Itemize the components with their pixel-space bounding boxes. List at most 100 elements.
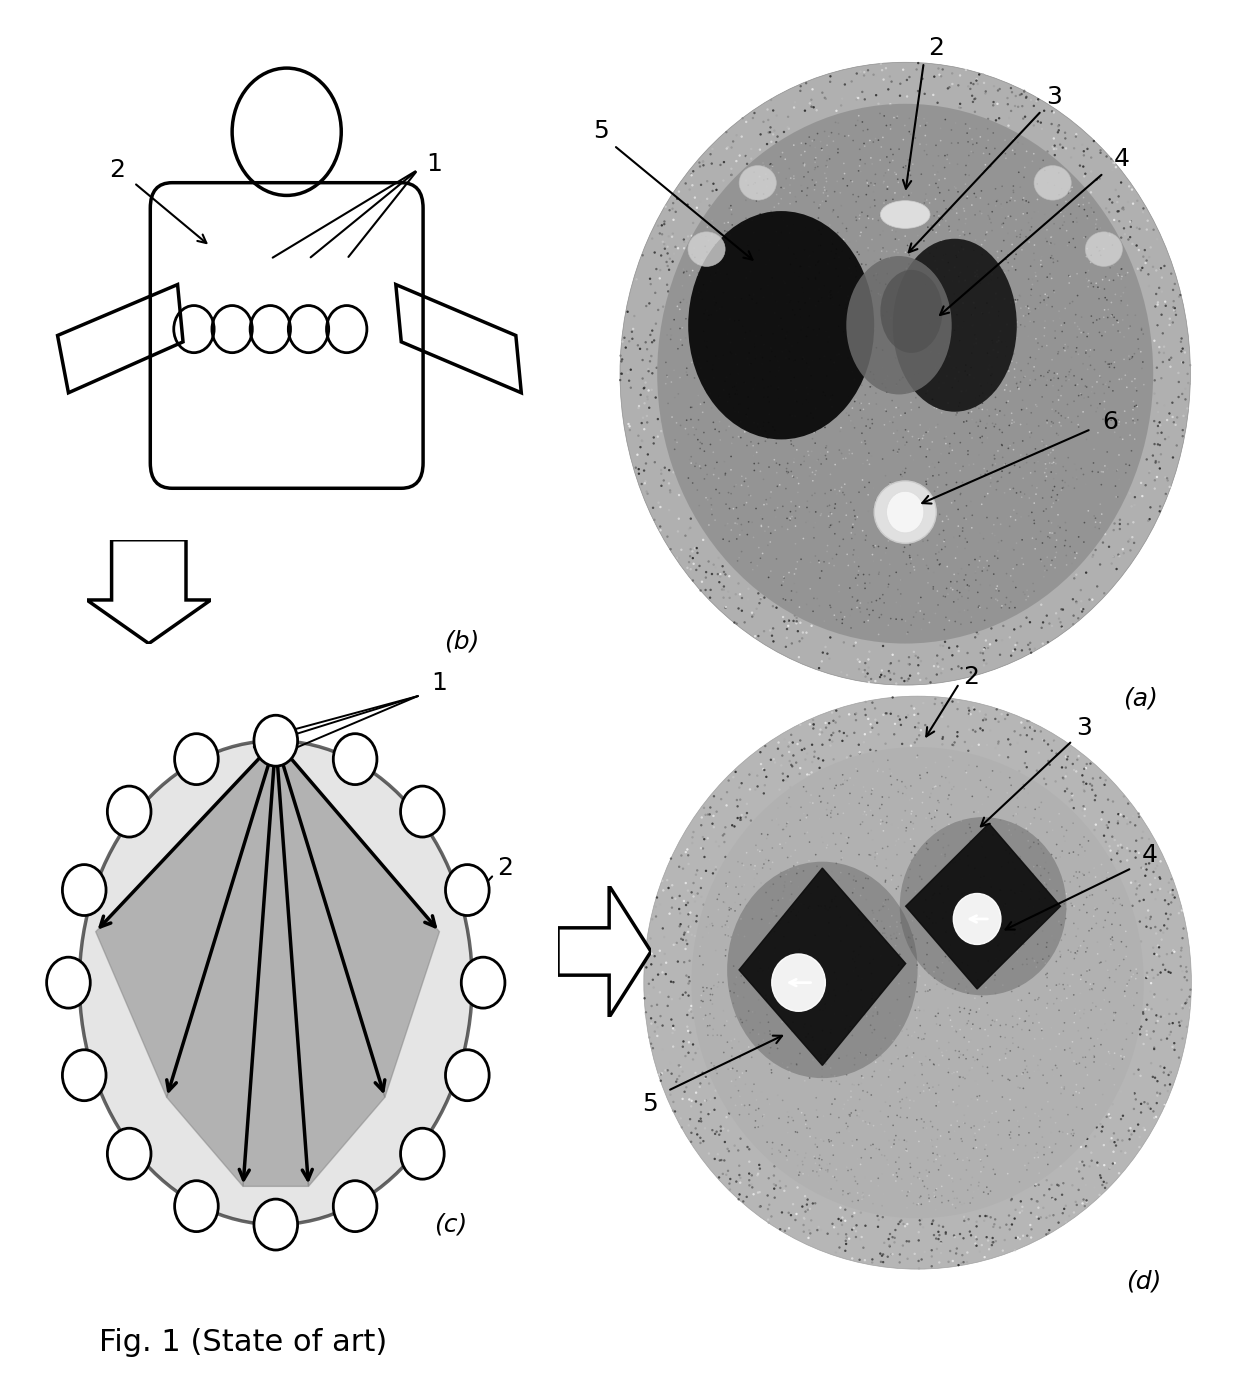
Point	[634, 378, 653, 400]
Point	[1100, 1106, 1120, 1128]
Point	[831, 840, 851, 862]
Point	[1022, 728, 1042, 750]
Point	[973, 1181, 993, 1203]
Point	[691, 877, 711, 900]
Point	[714, 212, 734, 234]
Point	[785, 447, 805, 469]
Point	[1001, 879, 1021, 901]
Point	[786, 752, 806, 774]
Point	[873, 786, 893, 808]
Point	[1064, 758, 1084, 781]
Point	[795, 1070, 815, 1092]
Point	[1035, 887, 1055, 909]
Point	[794, 859, 813, 882]
Point	[994, 288, 1014, 310]
Point	[673, 858, 693, 880]
Point	[947, 219, 967, 241]
Point	[1149, 411, 1169, 433]
Point	[1024, 1045, 1044, 1067]
Point	[827, 345, 847, 367]
Point	[999, 627, 1019, 649]
Point	[1081, 181, 1101, 203]
Point	[655, 943, 675, 965]
Point	[1084, 439, 1104, 461]
Point	[963, 453, 983, 475]
Point	[1033, 612, 1053, 634]
Point	[765, 937, 785, 959]
Point	[939, 918, 959, 940]
Point	[759, 1193, 779, 1215]
Point	[1004, 500, 1024, 522]
Point	[732, 541, 751, 563]
Point	[952, 868, 972, 890]
Point	[977, 426, 997, 448]
Point	[816, 635, 836, 657]
Point	[1071, 579, 1091, 601]
Point	[668, 1042, 688, 1064]
Point	[878, 530, 898, 552]
Point	[998, 205, 1018, 227]
Point	[936, 1039, 956, 1062]
Point	[1044, 252, 1064, 274]
Point	[842, 598, 862, 620]
Point	[1052, 314, 1071, 336]
Point	[665, 429, 684, 451]
Point	[1024, 234, 1044, 256]
Point	[649, 408, 668, 430]
Point	[713, 972, 733, 994]
Point	[915, 291, 935, 313]
Point	[1029, 889, 1049, 911]
Point	[1037, 931, 1056, 954]
Point	[627, 268, 647, 291]
Point	[651, 462, 671, 484]
Point	[652, 1063, 672, 1085]
Point	[1021, 346, 1040, 368]
Point	[909, 724, 929, 746]
Point	[1011, 480, 1030, 502]
Point	[869, 966, 889, 988]
Point	[1101, 927, 1121, 949]
Point	[945, 422, 965, 444]
Point	[827, 544, 847, 566]
Point	[1091, 1034, 1111, 1056]
Point	[839, 257, 859, 280]
Point	[766, 1175, 786, 1197]
Point	[858, 239, 878, 262]
Point	[960, 1002, 980, 1024]
Point	[847, 1214, 867, 1236]
Point	[661, 538, 681, 561]
Point	[1050, 307, 1070, 329]
Point	[797, 497, 817, 519]
Point	[733, 1190, 753, 1212]
Point	[1024, 512, 1044, 534]
Point	[831, 195, 851, 217]
Point	[1032, 118, 1052, 140]
Point	[1084, 544, 1104, 566]
Point	[756, 493, 776, 515]
Point	[730, 144, 750, 166]
Point	[831, 181, 851, 203]
Point	[955, 920, 975, 943]
Point	[997, 354, 1017, 376]
Point	[758, 534, 777, 556]
Point	[899, 421, 919, 443]
Point	[1126, 883, 1146, 905]
Point	[823, 1145, 843, 1167]
Point	[842, 1247, 862, 1269]
Point	[1070, 900, 1090, 922]
Point	[844, 417, 864, 439]
Point	[1022, 475, 1042, 497]
Point	[1013, 581, 1033, 603]
Point	[821, 597, 841, 619]
Point	[866, 740, 885, 763]
Point	[852, 111, 872, 133]
Point	[636, 480, 656, 502]
Point	[998, 390, 1018, 412]
Point	[1122, 495, 1142, 518]
Point	[680, 318, 699, 340]
Point	[777, 453, 797, 475]
Point	[967, 1049, 987, 1071]
Point	[1157, 408, 1177, 430]
Point	[1114, 197, 1133, 219]
Point	[1001, 645, 1021, 667]
